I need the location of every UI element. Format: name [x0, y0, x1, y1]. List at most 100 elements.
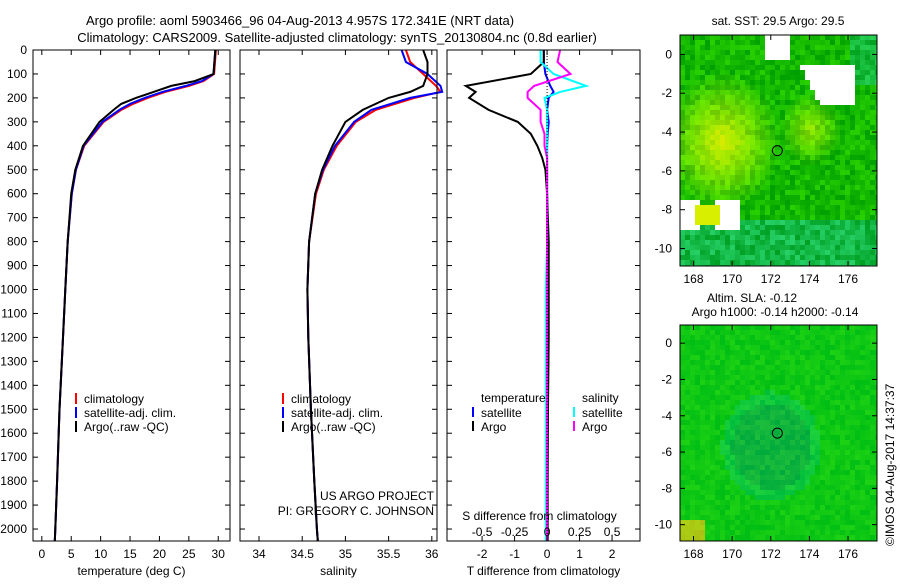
- map-cell: [785, 420, 790, 425]
- map-cell: [735, 220, 740, 225]
- map-cell: [700, 455, 705, 460]
- map-cell: [725, 165, 730, 170]
- map-cell: [780, 365, 785, 370]
- map-cell: [690, 130, 695, 135]
- map-cell: [775, 525, 780, 530]
- map-cell: [815, 245, 820, 250]
- map-cell: [735, 255, 740, 260]
- map-cell: [730, 120, 735, 125]
- map-cell: [695, 165, 700, 170]
- map-cell: [800, 365, 805, 370]
- map-cell: [810, 160, 815, 165]
- map-cell: [815, 45, 820, 50]
- map-cell: [840, 60, 845, 65]
- map-cell: [820, 75, 825, 80]
- map-cell: [815, 370, 820, 375]
- map-cell: [835, 515, 840, 520]
- legend-swatch: [75, 407, 77, 418]
- map-cell: [740, 505, 745, 510]
- map-cell: [830, 385, 835, 390]
- map-cell: [705, 40, 710, 45]
- map-cell: [800, 350, 805, 355]
- map-cell: [800, 380, 805, 385]
- map-cell: [855, 240, 860, 245]
- map-cell: [830, 460, 835, 465]
- map-cell: [710, 465, 715, 470]
- map-cell: [730, 425, 735, 430]
- map-cell: [740, 180, 745, 185]
- map-cell: [800, 475, 805, 480]
- map-cell: [810, 535, 815, 540]
- map-cell: [815, 90, 820, 95]
- map-cell: [850, 390, 855, 395]
- x-tick-label: 172: [761, 272, 781, 286]
- map-cell: [835, 175, 840, 180]
- map-cell: [790, 195, 795, 200]
- map-cell: [825, 245, 830, 250]
- map-cell: [745, 425, 750, 430]
- map-cell: [780, 330, 785, 335]
- map-cell: [700, 180, 705, 185]
- map-cell: [745, 210, 750, 215]
- map-cell: [700, 135, 705, 140]
- map-cell: [840, 345, 845, 350]
- map-cell: [680, 355, 685, 360]
- map-cell: [850, 70, 855, 75]
- map-cell: [855, 215, 860, 220]
- map-cell: [850, 460, 855, 465]
- map-cell: [855, 175, 860, 180]
- map-cell: [700, 195, 705, 200]
- map-cell: [685, 130, 690, 135]
- map-cell: [800, 75, 805, 80]
- map-cell: [860, 145, 865, 150]
- map-cell: [705, 165, 710, 170]
- map-cell: [825, 495, 830, 500]
- map-cell: [835, 510, 840, 515]
- map-cell: [705, 480, 710, 485]
- map-cell: [795, 385, 800, 390]
- map-cell: [760, 205, 765, 210]
- map-cell: [790, 470, 795, 475]
- map-cell: [750, 495, 755, 500]
- map-cell: [725, 360, 730, 365]
- map-cell: [780, 465, 785, 470]
- map-cell: [705, 465, 710, 470]
- map-cell: [860, 190, 865, 195]
- map-cell: [755, 65, 760, 70]
- map-cell: [775, 395, 780, 400]
- map-cell: [760, 520, 765, 525]
- map-cell: [765, 180, 770, 185]
- map-cell: [780, 470, 785, 475]
- map-cell: [780, 95, 785, 100]
- map-cell: [725, 260, 730, 265]
- map-cell: [755, 385, 760, 390]
- map-cell: [695, 350, 700, 355]
- map-cell: [680, 135, 685, 140]
- map-cell: [875, 245, 877, 250]
- map-cell: [695, 220, 700, 225]
- map-cell: [835, 340, 840, 345]
- map-cell: [750, 385, 755, 390]
- map-cell: [685, 375, 690, 380]
- map-cell: [830, 465, 835, 470]
- y-tick-label: 0: [20, 43, 27, 57]
- map-cell: [830, 450, 835, 455]
- map-cell: [755, 535, 760, 540]
- map-cell: [800, 240, 805, 245]
- map-cell: [685, 55, 690, 60]
- map-cell: [820, 70, 825, 75]
- map-cell: [855, 185, 860, 190]
- map-cell: [765, 350, 770, 355]
- map-cell: [845, 215, 850, 220]
- map-cell: [830, 190, 835, 195]
- map-cell: [780, 145, 785, 150]
- map-cell: [840, 535, 845, 540]
- map-cell: [750, 190, 755, 195]
- map-cell: [820, 100, 825, 105]
- map-cell: [810, 490, 815, 495]
- map-cell: [810, 250, 815, 255]
- map-cell: [775, 60, 780, 65]
- map-cell: [710, 330, 715, 335]
- map-cell: [705, 425, 710, 430]
- map-cell: [735, 345, 740, 350]
